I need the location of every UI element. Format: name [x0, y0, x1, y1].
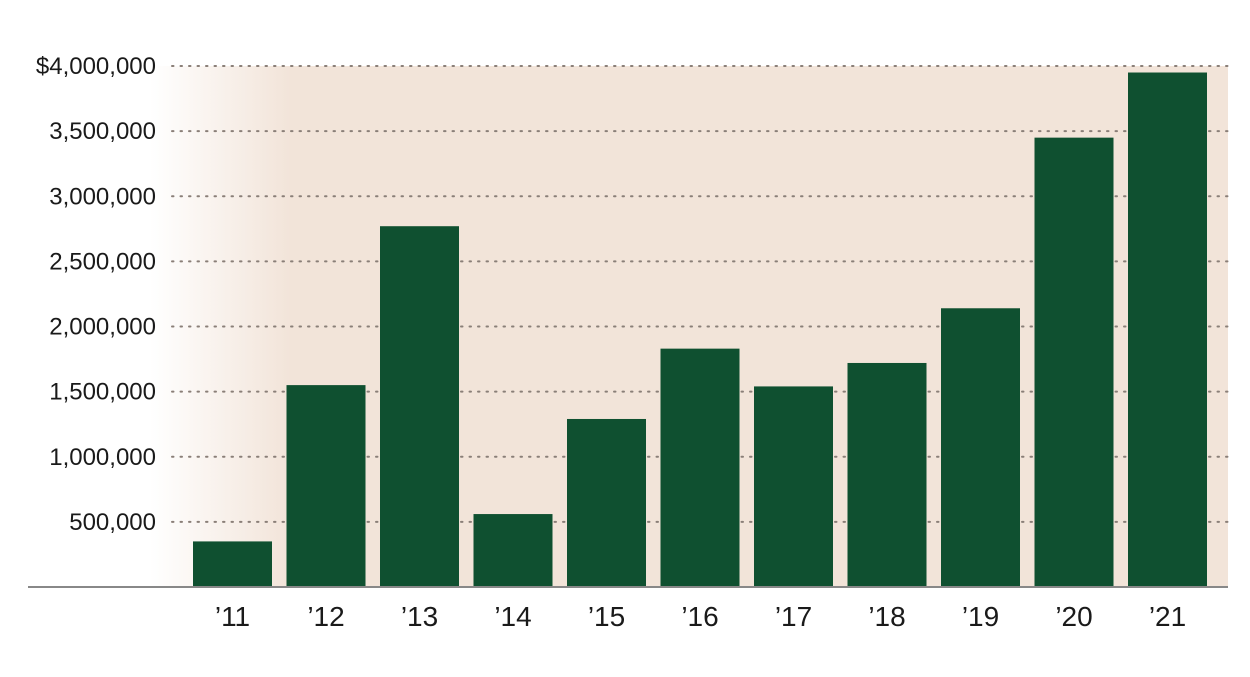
bar: [193, 541, 272, 587]
bar: [847, 362, 927, 587]
x-tick-label: ’15: [588, 601, 625, 632]
x-tick-label: ’18: [868, 601, 905, 632]
x-axis-tick-labels: ’11 ’12 ’13 ’14 ’15 ’16 ’17 ’18 ’19 ’20 ’21: [215, 601, 1186, 632]
x-tick-label: ’13: [401, 601, 438, 632]
y-tick-label: 3,000,000: [49, 183, 156, 210]
bar: [754, 386, 833, 587]
x-tick-label: ’17: [775, 601, 812, 632]
bar: [1128, 72, 1207, 587]
x-tick-label: ’21: [1149, 601, 1186, 632]
y-axis-tick-labels: 500,000 1,000,000 1,500,000 2,000,000 2,500,…: [36, 53, 156, 536]
bar: [660, 348, 740, 587]
y-tick-label: 1,500,000: [49, 379, 156, 406]
y-tick-label: 2,500,000: [49, 248, 156, 275]
bar: [941, 308, 1020, 587]
bar: [286, 385, 366, 587]
y-tick-label: 3,500,000: [49, 118, 156, 145]
y-tick-label: 2,000,000: [49, 314, 156, 341]
y-tick-label: 1,000,000: [49, 444, 156, 471]
bar: [473, 514, 553, 587]
y-tick-label: 500,000: [69, 509, 156, 536]
bar: [567, 418, 646, 587]
x-tick-label: ’16: [681, 601, 718, 632]
x-tick-label: ’12: [307, 601, 344, 632]
bar: [380, 226, 459, 587]
x-tick-label: ’19: [962, 601, 999, 632]
y-tick-label: $4,000,000: [36, 53, 156, 80]
x-tick-label: ’11: [215, 601, 250, 632]
bars: [193, 72, 1207, 587]
x-tick-label: ’14: [494, 601, 531, 632]
x-tick-label: ’20: [1055, 601, 1092, 632]
bar: [1034, 137, 1114, 587]
